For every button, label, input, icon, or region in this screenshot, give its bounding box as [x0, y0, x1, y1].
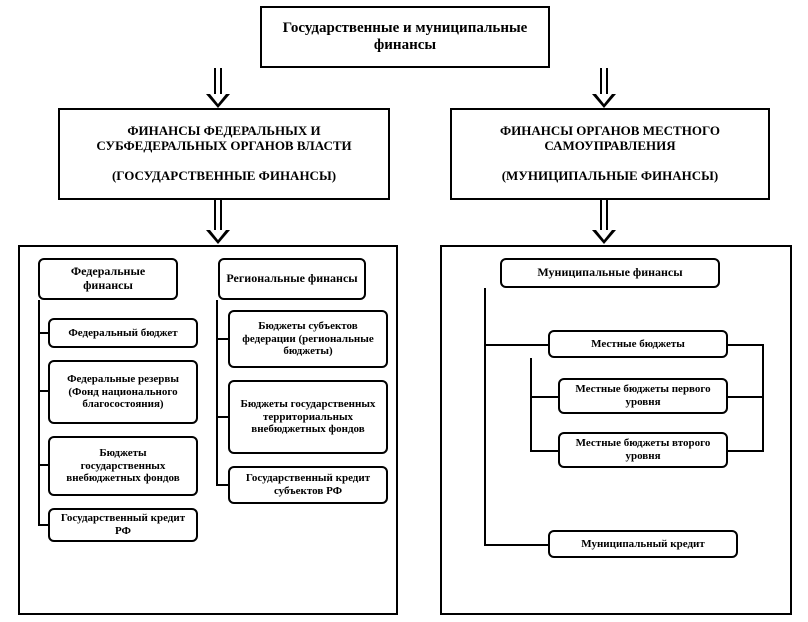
connector-4 — [38, 524, 50, 526]
mun-2-label: Местные бюджеты первого уровня — [566, 383, 720, 408]
connector-2 — [38, 390, 50, 392]
node-left-main: ФИНАНСЫ ФЕДЕРАЛЬНЫХ И СУБФЕДЕРАЛЬНЫХ ОРГ… — [58, 108, 390, 200]
connector-15 — [762, 344, 764, 452]
mun-4-label: Муниципальный кредит — [581, 538, 705, 551]
reg-2-label: Бюджеты государственных территориальных … — [236, 398, 380, 436]
node-root-label: Государственные и муниципальные финансы — [268, 20, 542, 55]
node-reg-1: Бюджеты субъектов федерации (региональны… — [228, 310, 388, 368]
connector-3 — [38, 464, 50, 466]
node-right-main-label: ФИНАНСЫ ОРГАНОВ МЕСТНОГО САМОУПРАВЛЕНИЯ … — [458, 124, 762, 184]
connector-17 — [726, 396, 764, 398]
arrow-down-3 — [592, 200, 616, 244]
connector-9 — [484, 288, 486, 546]
node-mun-4: Муниципальный кредит — [548, 530, 738, 558]
fed-header-label: Федеральные финансы — [46, 265, 170, 293]
fed-3-label: Бюджеты государственных внебюджетных фон… — [56, 447, 190, 485]
fed-2-label: Федеральные резервы (Фонд национального … — [56, 373, 190, 411]
node-fed-2: Федеральные резервы (Фонд национального … — [48, 360, 198, 424]
fed-1-label: Федеральный бюджет — [68, 327, 177, 340]
node-root: Государственные и муниципальные финансы — [260, 6, 550, 68]
node-left-main-label: ФИНАНСЫ ФЕДЕРАЛЬНЫХ И СУБФЕДЕРАЛЬНЫХ ОРГ… — [66, 124, 382, 184]
container-right — [440, 245, 792, 615]
node-fed-1: Федеральный бюджет — [48, 318, 198, 348]
node-fed-4: Государственный кредит РФ — [48, 508, 198, 542]
connector-13 — [530, 396, 560, 398]
node-reg-header: Региональные финансы — [218, 258, 366, 300]
node-right-main: ФИНАНСЫ ОРГАНОВ МЕСТНОГО САМОУПРАВЛЕНИЯ … — [450, 108, 770, 200]
connector-6 — [216, 338, 230, 340]
connector-8 — [216, 484, 230, 486]
connector-16 — [726, 344, 764, 346]
node-mun-1: Местные бюджеты — [548, 330, 728, 358]
connector-1 — [38, 332, 50, 334]
arrow-down-1 — [592, 68, 616, 108]
connector-18 — [726, 450, 764, 452]
connector-5 — [216, 300, 218, 486]
mun-header-label: Муниципальные финансы — [537, 266, 682, 280]
connector-7 — [216, 416, 230, 418]
node-reg-2: Бюджеты государственных территориальных … — [228, 380, 388, 454]
connector-10 — [484, 344, 550, 346]
arrow-down-2 — [206, 200, 230, 244]
node-mun-2: Местные бюджеты первого уровня — [558, 378, 728, 414]
connector-12 — [530, 358, 532, 452]
reg-header-label: Региональные финансы — [226, 272, 357, 286]
mun-3-label: Местные бюджеты второго уровня — [566, 437, 720, 462]
node-mun-header: Муниципальные финансы — [500, 258, 720, 288]
connector-11 — [484, 544, 550, 546]
mun-1-label: Местные бюджеты — [591, 338, 685, 351]
arrow-down-0 — [206, 68, 230, 108]
node-fed-header: Федеральные финансы — [38, 258, 178, 300]
node-fed-3: Бюджеты государственных внебюджетных фон… — [48, 436, 198, 496]
node-mun-3: Местные бюджеты второго уровня — [558, 432, 728, 468]
fed-4-label: Государственный кредит РФ — [56, 512, 190, 537]
reg-1-label: Бюджеты субъектов федерации (региональны… — [236, 320, 380, 358]
node-reg-3: Государственный кредит субъектов РФ — [228, 466, 388, 504]
reg-3-label: Государственный кредит субъектов РФ — [236, 472, 380, 497]
connector-14 — [530, 450, 560, 452]
